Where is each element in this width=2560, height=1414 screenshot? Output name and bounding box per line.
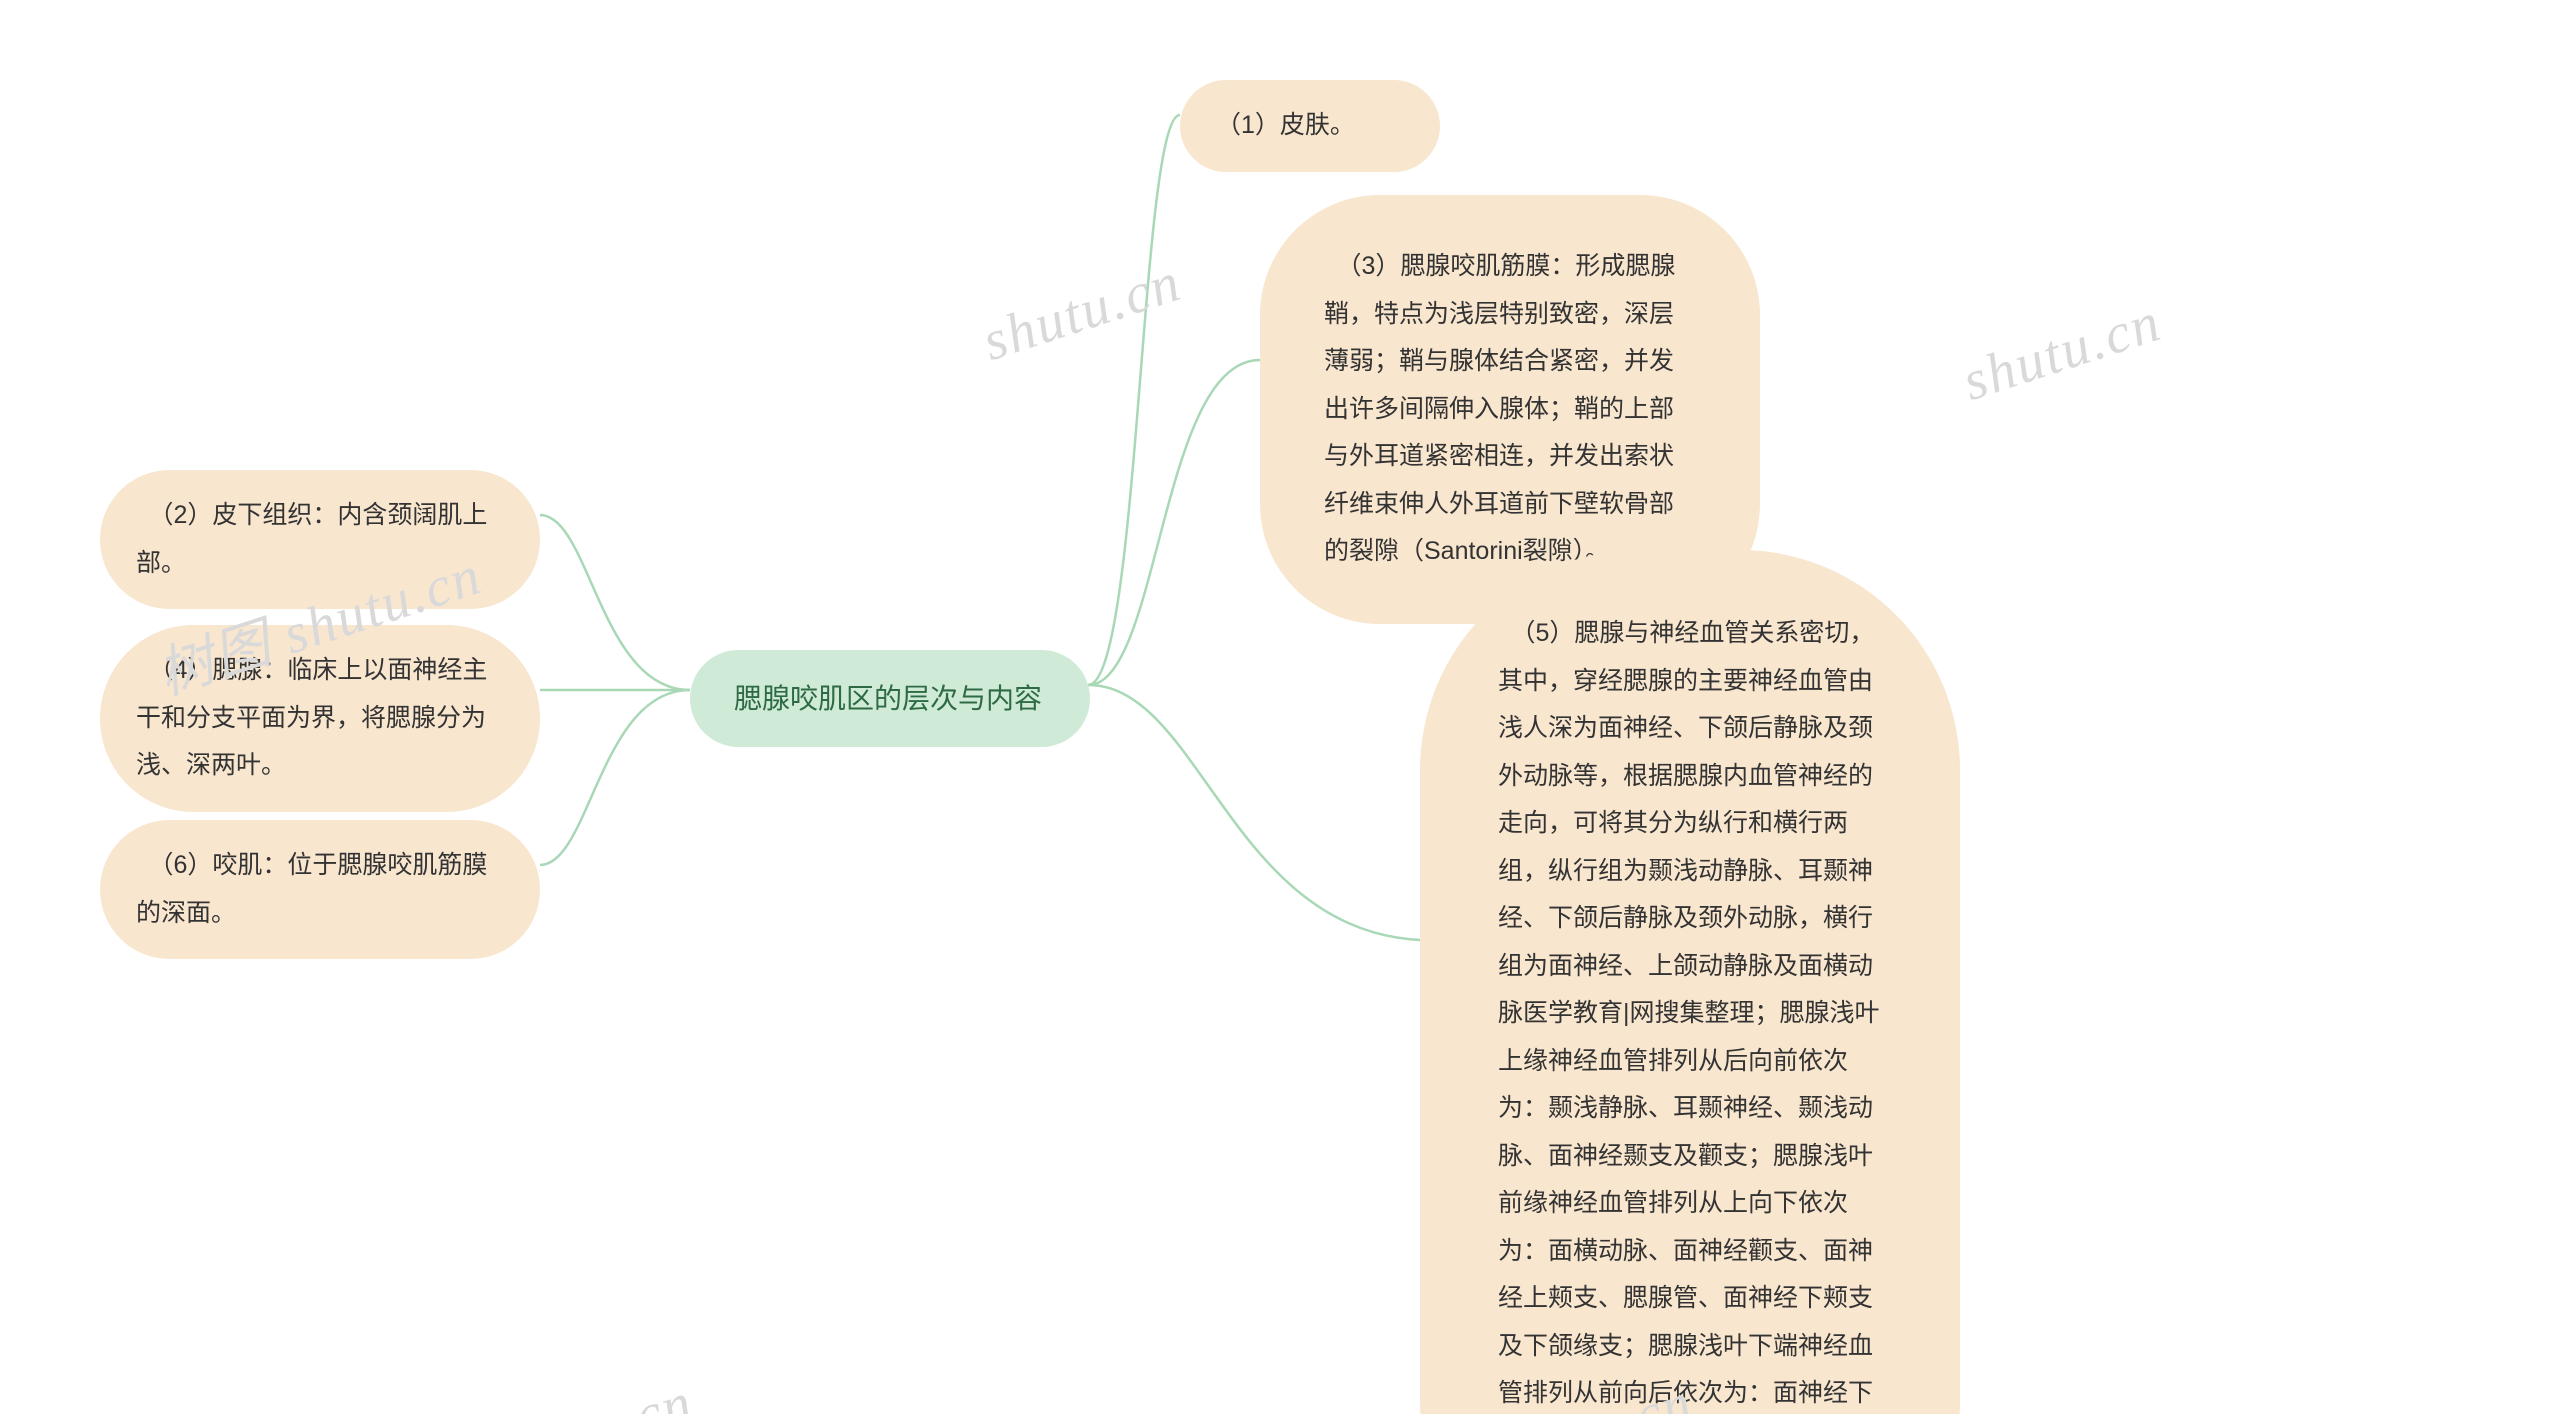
connector-edge [1088, 685, 1420, 940]
watermark: .cn [612, 1370, 701, 1414]
mindmap-canvas: 腮腺咬肌区的层次与内容 （2）皮下组织：内含颈阔肌上部。 （4）腮腺：临床上以面… [0, 0, 2560, 1414]
leaf-right-1[interactable]: （1）皮肤。 [1180, 80, 1440, 172]
leaf-left-4[interactable]: （4）腮腺：临床上以面神经主干和分支平面为界，将腮腺分为浅、深两叶。 [100, 625, 540, 812]
leaf-left-6[interactable]: （6）咬肌：位于腮腺咬肌筋膜的深面。 [100, 820, 540, 959]
connector-edge [540, 515, 690, 690]
connector-edge [1088, 360, 1260, 685]
watermark: shutu.cn [975, 250, 1189, 374]
connector-edge [540, 690, 690, 865]
leaf-right-5[interactable]: （5）腮腺与神经血管关系密切，其中，穿经腮腺的主要神经血管由浅人深为面神经、下颌… [1420, 550, 1960, 1414]
connector-edge [1088, 115, 1180, 685]
leaf-left-2[interactable]: （2）皮下组织：内含颈阔肌上部。 [100, 470, 540, 609]
watermark: shutu.cn [1955, 290, 2169, 414]
center-topic[interactable]: 腮腺咬肌区的层次与内容 [690, 650, 1090, 747]
